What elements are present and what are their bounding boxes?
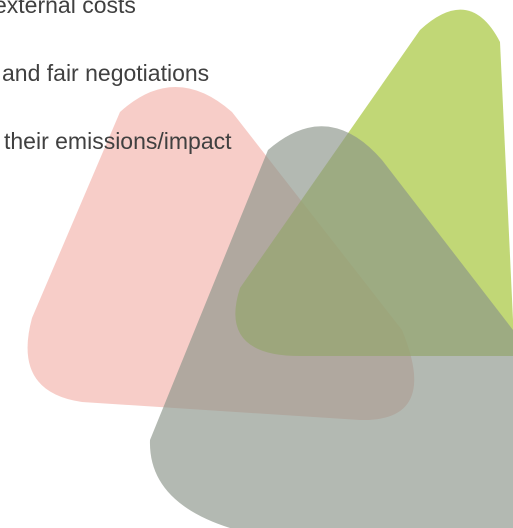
- slide-fragment: external costs and fair negotiations the…: [0, 0, 513, 528]
- decorative-shapes: [28, 10, 513, 528]
- text-line: external costs: [0, 0, 136, 18]
- text-line: their emissions/impact: [4, 128, 232, 154]
- page: external costs and fair negotiations the…: [0, 0, 513, 528]
- text-line: and fair negotiations: [2, 60, 209, 86]
